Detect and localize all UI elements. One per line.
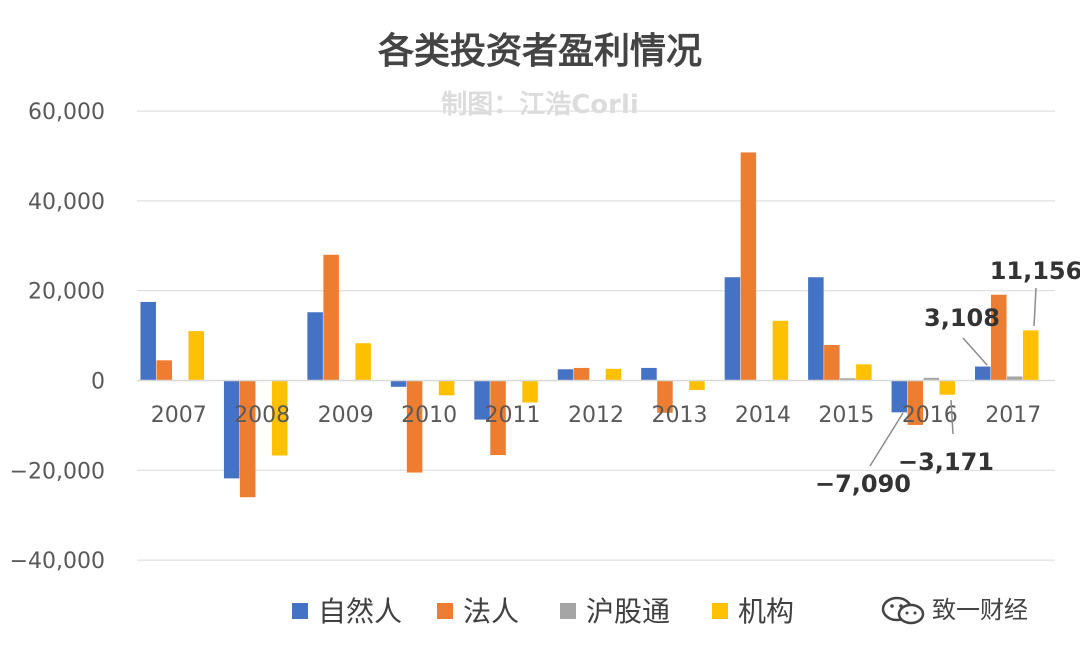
bar-法人-2012 [573, 367, 590, 381]
bar-法人-2014 [740, 152, 757, 381]
x-tick-label: 2008 [234, 403, 290, 428]
bar-机构-2012 [605, 368, 622, 381]
legend-label: 法人 [463, 595, 519, 628]
bar-机构-2013 [689, 380, 705, 390]
y-tick-label: 0 [91, 370, 105, 395]
annotation-leader [1033, 287, 1037, 327]
data-label: −3,171 [898, 448, 994, 476]
x-tick-label: 2012 [568, 403, 624, 428]
bar-自然人-2016 [891, 380, 908, 413]
brand-label: 致一财经 [932, 596, 1028, 624]
x-tick-label: 2011 [485, 403, 541, 428]
bar-机构-2007 [188, 331, 204, 381]
bar-机构-2016 [939, 380, 956, 395]
legend-swatch-沪股通 [560, 603, 576, 619]
bar-机构-2015 [856, 364, 872, 381]
bar-法人-2007 [156, 360, 172, 381]
bar-自然人-2015 [808, 277, 824, 381]
bar-机构-2010 [438, 380, 455, 396]
chart-watermark: 制图：江浩Corli [441, 90, 639, 120]
annotation-leader [950, 399, 954, 435]
bar-法人-2013 [657, 380, 673, 413]
bar-机构-2009 [355, 343, 371, 381]
bar-自然人-2011 [474, 380, 490, 420]
y-tick-label: −20,000 [10, 459, 105, 484]
y-tick-label: 40,000 [28, 190, 105, 215]
bar-机构-2011 [522, 380, 538, 403]
bar-机构-2017 [1023, 330, 1039, 381]
bar-自然人-2007 [140, 301, 156, 381]
x-tick-label: 2015 [818, 403, 874, 428]
x-tick-label: 2014 [735, 403, 791, 428]
bar-沪股通-2016 [923, 377, 940, 381]
bar-自然人-2010 [390, 380, 407, 387]
legend-swatch-机构 [712, 603, 728, 619]
bar-机构-2008 [271, 380, 288, 456]
legend-label: 自然人 [318, 595, 402, 628]
brand-logo: 致一财经 [880, 590, 1028, 626]
legend-swatch-自然人 [292, 603, 308, 619]
x-tick-label: 2016 [902, 403, 958, 428]
x-tick-label: 2013 [651, 403, 707, 428]
bar-沪股通-2017 [1007, 376, 1023, 381]
annotation-leader [869, 412, 904, 467]
data-label: 11,156 [990, 257, 1080, 285]
data-label: 3,108 [924, 304, 1000, 332]
bar-自然人-2008 [223, 380, 240, 479]
y-tick-label: −40,000 [10, 549, 105, 574]
x-tick-label: 2017 [985, 403, 1041, 428]
bar-法人-2016 [907, 380, 924, 425]
bar-自然人-2013 [641, 367, 657, 381]
bar-法人-2008 [239, 380, 256, 498]
bar-自然人-2014 [724, 277, 741, 381]
chart-title: 各类投资者盈利情况 [377, 31, 702, 72]
legend-label: 沪股通 [586, 595, 670, 628]
bar-法人-2011 [490, 380, 506, 456]
data-label: −7,090 [815, 470, 911, 498]
bar-沪股通-2015 [840, 378, 856, 381]
x-tick-label: 2009 [318, 403, 374, 428]
annotation-leader [962, 337, 988, 366]
bar-机构-2014 [772, 320, 789, 381]
legend-label: 机构 [738, 595, 794, 628]
bar-法人-2010 [406, 380, 423, 473]
x-tick-label: 2007 [151, 403, 207, 428]
bar-自然人-2009 [307, 312, 323, 381]
bar-法人-2015 [824, 345, 840, 381]
bar-法人-2017 [991, 294, 1007, 381]
y-tick-label: 60,000 [28, 100, 105, 125]
bar-自然人-2012 [557, 369, 574, 381]
y-tick-label: 20,000 [28, 280, 105, 305]
bar-自然人-2017 [975, 366, 991, 381]
wechat-icon [881, 596, 925, 625]
x-tick-label: 2010 [401, 403, 457, 428]
legend-swatch-法人 [437, 603, 453, 619]
bar-法人-2009 [323, 254, 339, 381]
